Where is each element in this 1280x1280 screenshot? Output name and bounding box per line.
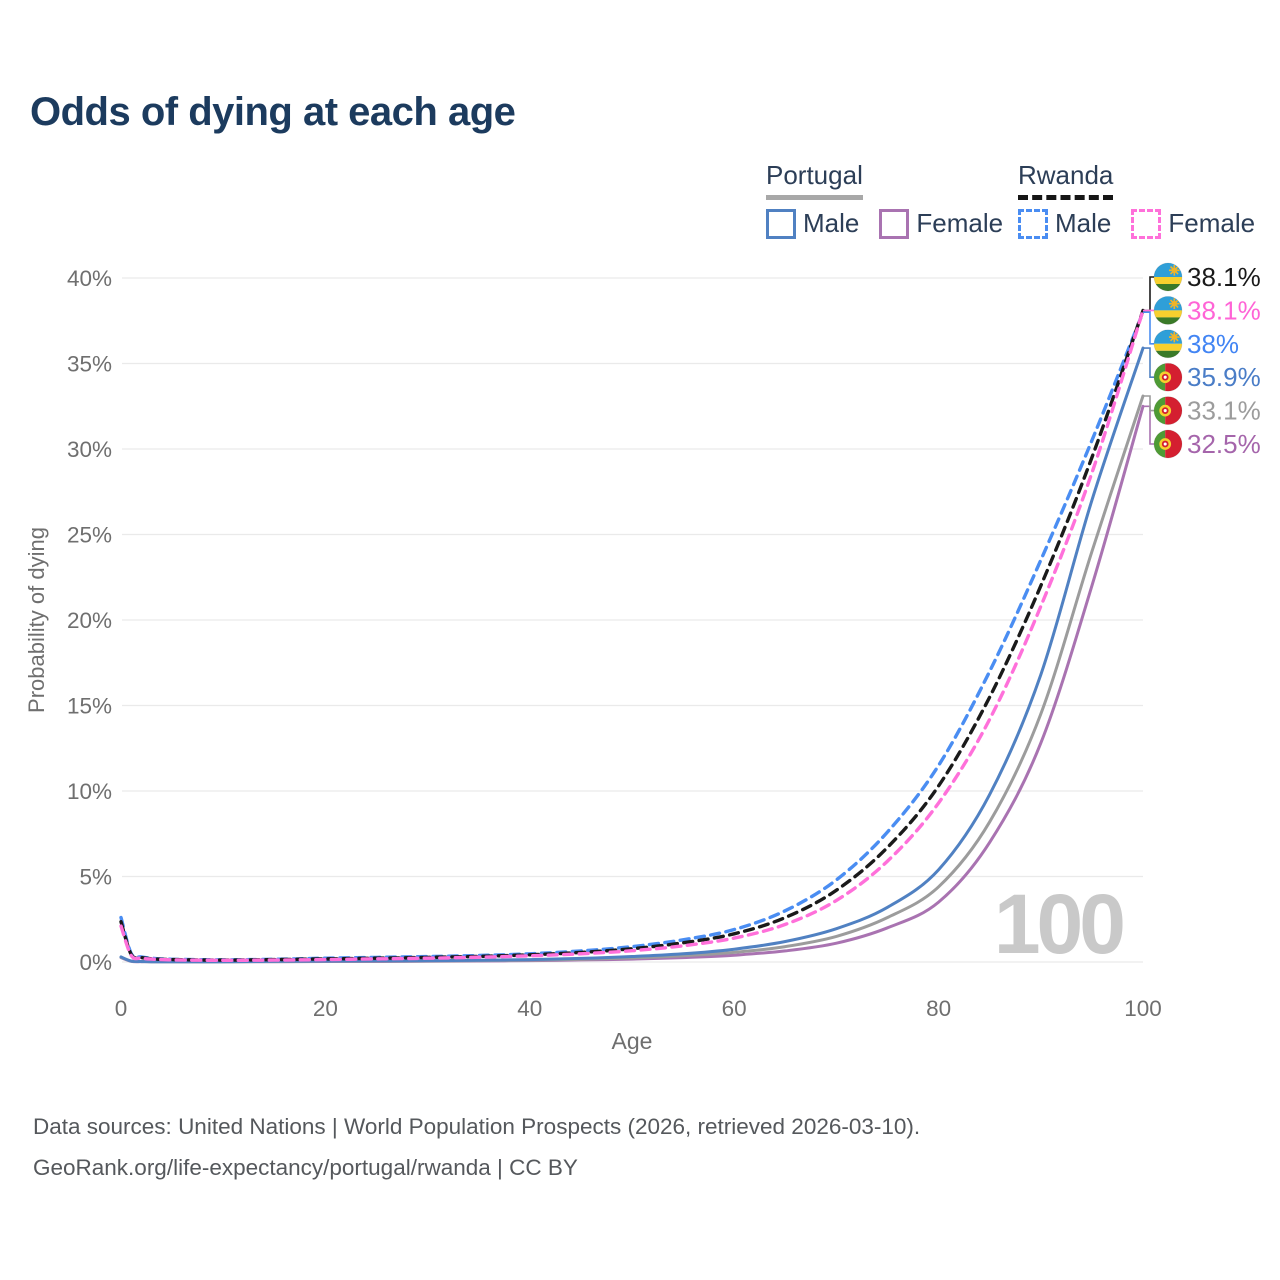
x-tick-label: 0 [115, 996, 128, 1021]
series-line-portugal-female [119, 404, 1145, 964]
hovered-age-watermark: 100 [994, 877, 1123, 971]
x-tick-label: 40 [517, 996, 542, 1021]
y-tick-label: 5% [79, 865, 112, 890]
source-url-line: GeoRank.org/life-expectancy/portugal/rwa… [33, 1155, 578, 1180]
portugal-flag-icon [1154, 396, 1182, 425]
end-value-label-rwanda-male: 38% [1187, 329, 1239, 359]
leader-line-portugal-both [1143, 395, 1154, 412]
end-value-label-rwanda-both: 38.1% [1187, 262, 1261, 292]
leader-line-rwanda-both [1143, 276, 1154, 312]
y-tick-label: 30% [67, 437, 112, 462]
leader-line-portugal-male [1143, 347, 1154, 378]
legend-row-portugal: Male Female [766, 208, 1023, 239]
series-line-rwanda-male [119, 310, 1145, 962]
rwanda-male-swatch-icon [1018, 208, 1048, 239]
legend-country-rwanda[interactable]: Rwanda [1018, 160, 1114, 200]
legend-label-portugal-male: Male [803, 208, 860, 238]
legend-group-rwanda: Rwanda Male Female [1018, 160, 1275, 239]
rwanda-female-swatch-icon [1131, 208, 1162, 239]
end-value-label-portugal-male: 35.9% [1187, 362, 1261, 392]
legend-item-portugal-female[interactable]: Female [879, 208, 1003, 239]
x-tick-label: 100 [1124, 996, 1162, 1021]
portugal-male-swatch-icon [766, 208, 796, 239]
x-tick-label: 20 [313, 996, 338, 1021]
rwanda-flag-icon [1154, 263, 1182, 291]
y-tick-label: 25% [67, 523, 112, 548]
legend-label-portugal-female: Female [916, 208, 1004, 238]
end-value-label-rwanda-female: 38.1% [1187, 295, 1261, 325]
page-title: Odds of dying at each age [30, 90, 516, 134]
y-tick-label: 0% [79, 950, 112, 975]
end-value-label-portugal-both: 33.1% [1187, 396, 1261, 426]
legend-country-portugal[interactable]: Portugal [766, 160, 863, 200]
portugal-flag-icon [1154, 363, 1182, 392]
series-line-portugal-male [119, 346, 1145, 964]
series-lines [119, 308, 1145, 964]
data-source-line: Data sources: United Nations | World Pop… [33, 1114, 921, 1139]
legend-group-portugal: Portugal Male Female [766, 160, 1023, 239]
y-tick-label: 15% [67, 694, 112, 719]
end-value-label-portugal-female: 32.5% [1187, 429, 1261, 459]
portugal-female-swatch-icon [879, 208, 910, 239]
series-line-rwanda-both [119, 308, 1145, 962]
x-axis-title: Age [612, 1028, 653, 1054]
legend-item-rwanda-male[interactable]: Male [1018, 208, 1111, 239]
legend-item-rwanda-female[interactable]: Female [1131, 208, 1255, 239]
y-tick-label: 20% [67, 608, 112, 633]
leader-line-portugal-female [1143, 405, 1154, 445]
x-tick-label: 80 [926, 996, 951, 1021]
x-tick-label: 60 [722, 996, 747, 1021]
rwanda-flag-icon [1154, 329, 1182, 358]
y-tick-label: 10% [67, 779, 112, 804]
rwanda-flag-icon [1154, 296, 1182, 325]
attribution-footer: Data sources: United Nations | World Pop… [33, 1106, 920, 1188]
gridlines [122, 277, 1143, 963]
legend-item-portugal-male[interactable]: Male [766, 208, 859, 239]
legend-label-rwanda-female: Female [1168, 208, 1256, 238]
end-labels: 32.5%33.1% 35.9%38% 38.1%38.1% [1143, 262, 1261, 459]
legend-row-rwanda: Male Female [1018, 208, 1275, 239]
portugal-flag-icon [1154, 430, 1182, 458]
y-tick-label: 40% [67, 266, 112, 291]
leader-line-rwanda-male [1143, 311, 1154, 345]
legend-label-rwanda-male: Male [1055, 208, 1112, 238]
y-tick-label: 35% [67, 352, 112, 377]
series-line-rwanda-female [119, 308, 1145, 963]
y-axis-title: Probability of dying [24, 527, 49, 713]
